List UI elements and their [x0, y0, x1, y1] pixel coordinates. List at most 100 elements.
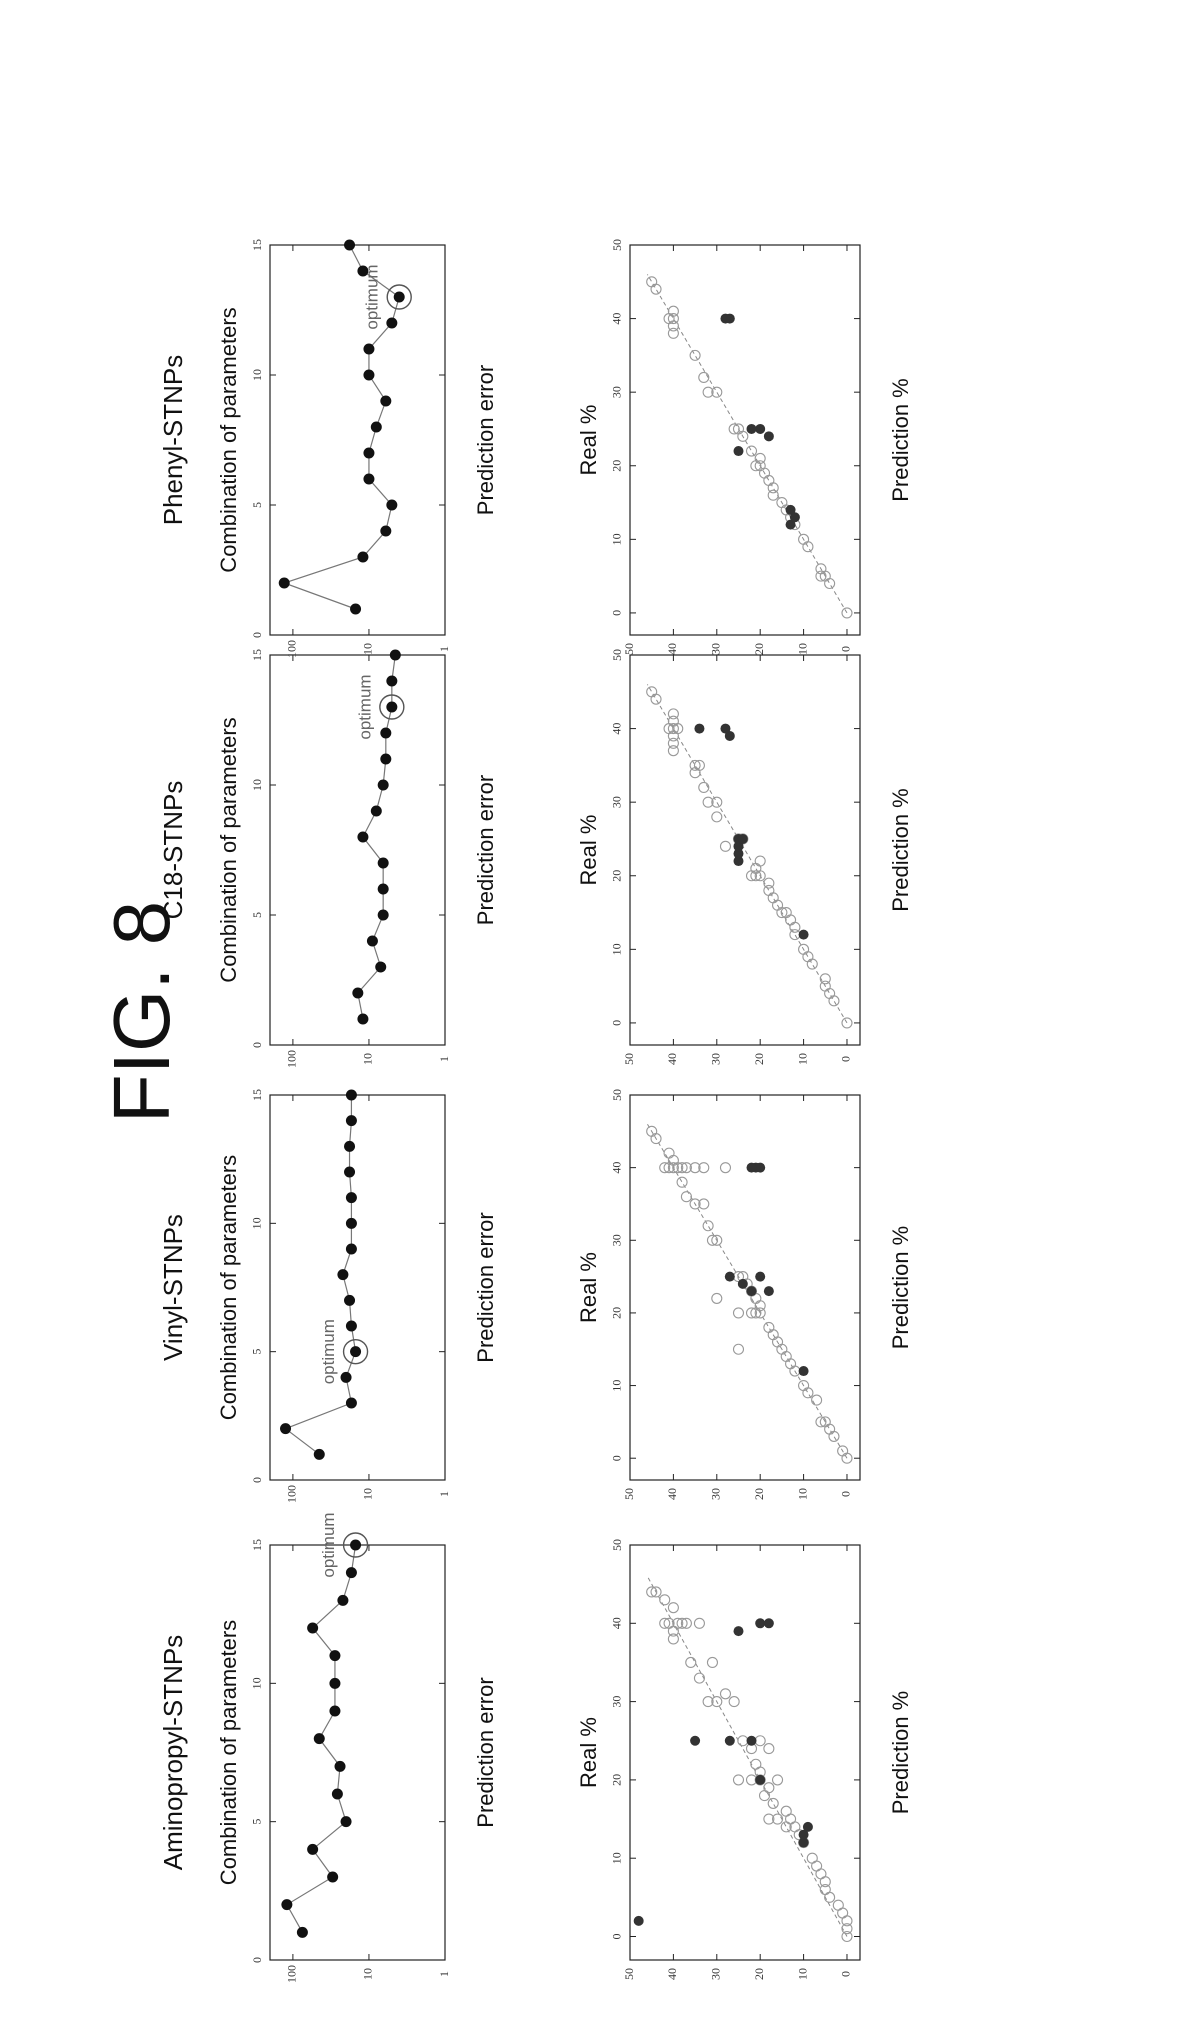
plot-frame	[629, 1094, 861, 1481]
open-point	[815, 563, 827, 575]
open-point	[667, 1602, 679, 1614]
y-tick-label: 100	[285, 1050, 299, 1068]
x-tick-label: 50	[610, 239, 624, 251]
scatter-panel-1: 0 10 20 30 40 50 0 10 20 30 40 50 Real % Prediction %	[576, 1089, 913, 1500]
y-tick-label: 30	[709, 1488, 723, 1500]
open-point	[646, 276, 658, 288]
open-point	[698, 371, 710, 384]
open-point	[646, 1125, 658, 1137]
open-point	[659, 1162, 671, 1174]
x-tick-label: 30	[610, 1234, 624, 1246]
data-point	[329, 1705, 341, 1717]
data-point	[380, 727, 392, 739]
filled-point	[633, 1915, 644, 1926]
open-point	[719, 1688, 732, 1700]
filled-point	[789, 512, 800, 523]
x-tick-label: 10	[610, 1380, 624, 1392]
open-point	[767, 1797, 779, 1809]
data-point	[345, 1217, 357, 1229]
x-tick-label: 0	[250, 1042, 264, 1048]
open-point	[667, 1633, 679, 1645]
series-line	[282, 244, 400, 610]
x-axis-label: Combination of parameters	[216, 1620, 241, 1885]
data-point	[280, 1423, 292, 1435]
filled-point	[798, 1837, 809, 1848]
y-tick-label: 40	[665, 1968, 679, 1980]
open-point	[702, 1696, 714, 1708]
error-panel-0: 1 10 100 0 5 10 15 optimum Combination of parame…	[158, 1512, 498, 1983]
data-point	[370, 805, 382, 817]
open-point	[802, 1387, 814, 1399]
open-point	[771, 1774, 784, 1786]
data-point	[331, 1788, 343, 1800]
data-point	[337, 1594, 349, 1606]
open-point	[711, 796, 723, 808]
data-point	[389, 649, 401, 661]
data-point	[313, 1733, 325, 1745]
reference-line	[646, 684, 848, 1024]
open-point	[754, 1307, 766, 1319]
data-point	[307, 1622, 319, 1634]
x-tick-label: 10	[250, 369, 264, 381]
open-point	[811, 1394, 823, 1406]
x-tick-label: 15	[250, 1539, 264, 1551]
x-tick-label: 5	[250, 502, 264, 508]
open-point	[819, 1883, 831, 1896]
open-point	[732, 1774, 745, 1786]
open-point	[706, 1656, 719, 1669]
data-point	[386, 317, 398, 329]
data-point	[345, 1192, 357, 1204]
x-axis-label: Real %	[576, 1717, 601, 1788]
x-axis-label: Real %	[576, 1252, 601, 1323]
open-point	[702, 1220, 714, 1232]
open-point	[828, 995, 840, 1007]
open-point	[763, 474, 775, 487]
panel-title: Vinyl-STNPs	[158, 1214, 188, 1361]
y-tick-label: 10	[361, 1968, 375, 1980]
x-axis-label: Real %	[576, 815, 601, 886]
open-point	[711, 811, 723, 823]
filled-point	[724, 1271, 735, 1282]
open-point	[819, 973, 831, 985]
open-point	[763, 1782, 775, 1794]
data-point	[340, 1816, 352, 1828]
filled-point	[763, 431, 774, 442]
open-point	[663, 1147, 675, 1159]
open-point	[780, 1805, 792, 1817]
open-point	[819, 1416, 831, 1428]
data-point	[337, 1269, 349, 1281]
panel-title: C18-STNPs	[158, 781, 188, 920]
y-tick-label: 1	[437, 646, 451, 652]
data-point	[350, 1539, 362, 1551]
open-point	[659, 1594, 671, 1606]
open-point	[667, 327, 679, 339]
open-point	[754, 452, 766, 464]
open-point	[824, 1423, 836, 1435]
open-point	[680, 1162, 692, 1174]
data-point	[393, 291, 405, 303]
y-tick-label: 20	[752, 1968, 766, 1980]
optimum-ring	[342, 1338, 369, 1365]
open-point	[824, 987, 836, 1000]
open-point	[750, 1758, 762, 1770]
filled-point	[733, 446, 744, 457]
y-tick-label: 10	[795, 1968, 809, 1980]
panel-title: Phenyl-STNPs	[158, 355, 188, 526]
data-point	[366, 935, 378, 947]
x-tick-label: 10	[610, 943, 624, 955]
open-point	[798, 533, 810, 545]
y-tick-label: 40	[665, 643, 679, 655]
open-point	[689, 349, 701, 361]
open-point	[667, 1154, 679, 1166]
data-point	[350, 603, 362, 615]
filled-point	[724, 730, 735, 741]
data-point	[363, 447, 375, 459]
open-point	[824, 577, 836, 590]
x-tick-label: 5	[250, 912, 264, 918]
x-tick-label: 10	[610, 1852, 624, 1864]
x-tick-label: 15	[250, 1089, 264, 1101]
open-point	[767, 482, 779, 494]
open-point	[758, 1790, 771, 1802]
x-tick-label: 40	[610, 313, 624, 325]
